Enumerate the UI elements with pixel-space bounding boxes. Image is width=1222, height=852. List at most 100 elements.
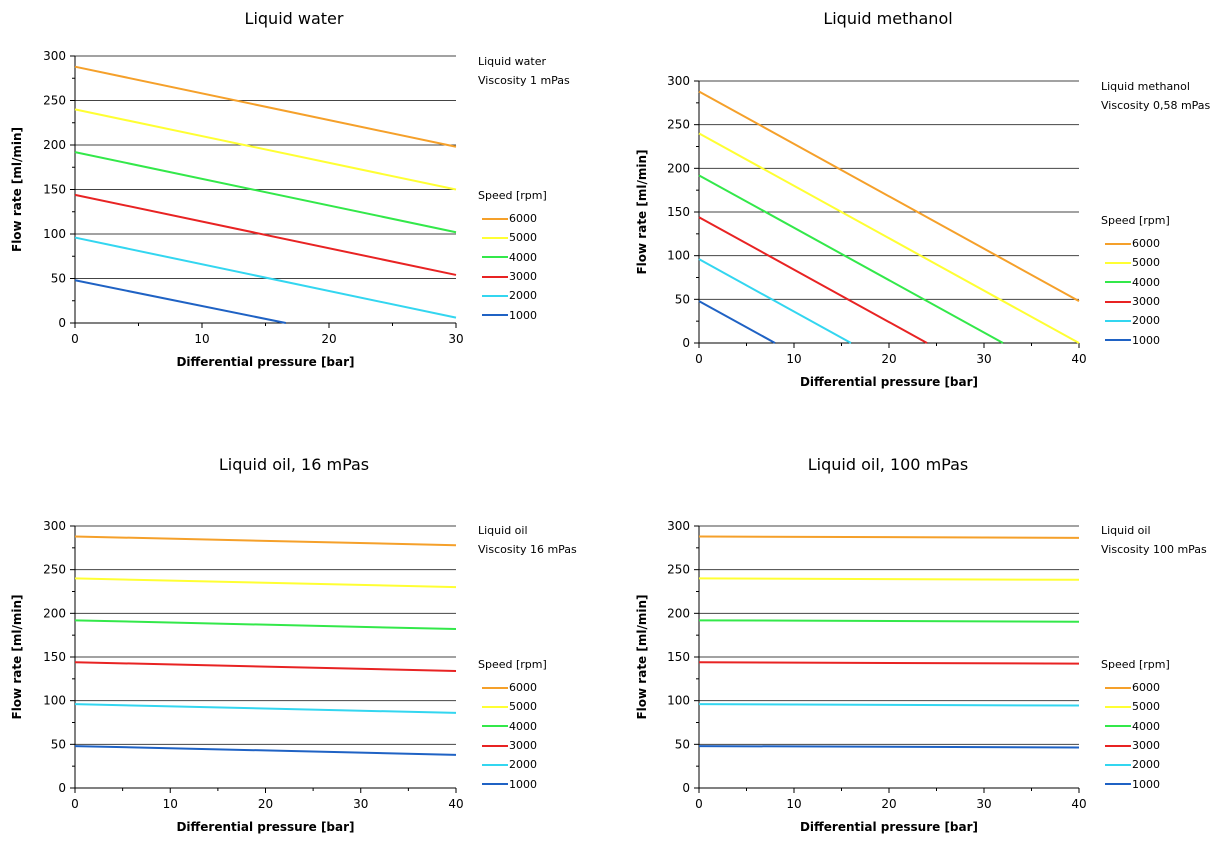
y-axis-label: Flow rate [ml/min] — [10, 127, 24, 252]
x-axis-label: Differential pressure [bar] — [176, 820, 354, 834]
legend-label: 1000 — [1132, 333, 1160, 347]
legend-item-6000: 6000 — [1101, 234, 1170, 253]
y-axis-label: Flow rate [ml/min] — [635, 594, 649, 719]
note-line-liquid: Liquid oil — [1101, 524, 1151, 537]
legend-label: 3000 — [1132, 295, 1160, 309]
y-axis-label: Flow rate [ml/min] — [10, 594, 24, 719]
chart-title: Liquid water — [244, 9, 344, 28]
legend-items: 6000 5000 4000 3000 2000 1000 — [478, 678, 547, 794]
legend-item-2000: 2000 — [1101, 755, 1170, 774]
y-tick-label: 100 — [43, 694, 66, 708]
legend-label: 2000 — [509, 758, 537, 772]
series-line-6000 — [698, 90, 1080, 302]
legend-swatch — [482, 686, 508, 689]
x-tick-label: 10 — [786, 797, 801, 811]
y-tick-label: 0 — [58, 316, 66, 330]
legend-swatch — [482, 275, 508, 278]
y-tick-label: 50 — [51, 737, 66, 751]
y-tick-label: 200 — [43, 138, 66, 152]
series-line-3000 — [698, 216, 928, 344]
legend-label: 1000 — [509, 777, 537, 791]
y-tick-label: 150 — [667, 650, 690, 664]
legend-items: 6000 5000 4000 3000 2000 1000 — [478, 209, 547, 325]
chart-liquid-oil-16: Liquid oil, 16 mPas Liquid oil Viscosity… — [10, 455, 577, 834]
legend-item-3000: 3000 — [1101, 292, 1170, 311]
y-tick-label: 250 — [667, 563, 690, 577]
series-line-2000 — [698, 258, 852, 344]
series-line-4000 — [698, 619, 1080, 623]
y-tick-label: 150 — [667, 205, 690, 219]
legend-swatch — [482, 294, 508, 297]
note-line-viscosity: Viscosity 100 mPas — [1101, 543, 1207, 556]
legend: Speed [rpm] 6000 5000 4000 3000 2000 1000 — [1101, 658, 1170, 794]
legend-label: 4000 — [1132, 719, 1160, 733]
legend-swatch — [1105, 763, 1131, 766]
legend-item-2000: 2000 — [478, 755, 547, 774]
legend-label: 5000 — [509, 700, 537, 714]
legend: Speed [rpm] 6000 5000 4000 3000 2000 1000 — [478, 189, 547, 325]
y-tick-label: 300 — [667, 519, 690, 533]
legend-swatch — [1105, 725, 1131, 728]
y-tick-label: 200 — [667, 161, 690, 175]
x-tick-label: 30 — [353, 797, 368, 811]
legend-item-1000: 1000 — [478, 305, 547, 324]
legend-swatch — [482, 763, 508, 766]
legend-item-4000: 4000 — [1101, 717, 1170, 736]
legend-label: 2000 — [509, 289, 537, 303]
legend-swatch — [1105, 744, 1131, 747]
legend-swatch — [482, 314, 508, 317]
note-line-liquid: Liquid oil — [478, 524, 528, 537]
series-line-1000 — [698, 300, 776, 344]
legend-swatch — [482, 236, 508, 239]
legend-title: Speed [rpm] — [478, 189, 547, 202]
x-tick-label: 0 — [695, 352, 703, 366]
x-tick-label: 10 — [163, 797, 178, 811]
chart-liquid-methanol: Liquid methanol Liquid methanol Viscosit… — [635, 9, 1210, 389]
y-tick-label: 100 — [667, 249, 690, 263]
x-tick-label: 40 — [1071, 352, 1086, 366]
legend-label: 3000 — [1132, 739, 1160, 753]
chart-note: Liquid methanol Viscosity 0,58 mPas — [1101, 80, 1210, 113]
legend-swatch — [1105, 783, 1131, 786]
legend-swatch — [482, 725, 508, 728]
x-tick-label: 20 — [321, 332, 336, 346]
legend-item-6000: 6000 — [478, 209, 547, 228]
series-line-3000 — [74, 193, 457, 276]
legend-item-4000: 4000 — [478, 248, 547, 267]
y-tick-label: 250 — [43, 94, 66, 108]
x-tick-label: 30 — [976, 797, 991, 811]
y-axis-label: Flow rate [ml/min] — [635, 149, 649, 274]
legend-item-3000: 3000 — [478, 267, 547, 286]
legend-item-5000: 5000 — [478, 697, 547, 716]
y-tick-label: 300 — [43, 519, 66, 533]
chart-title: Liquid oil, 16 mPas — [218, 455, 370, 474]
legend-item-5000: 5000 — [478, 228, 547, 247]
legend: Speed [rpm] 6000 5000 4000 3000 2000 1000 — [1101, 214, 1170, 350]
legend-label: 5000 — [1132, 700, 1160, 714]
series-line-5000 — [74, 108, 457, 191]
legend-label: 6000 — [509, 212, 537, 226]
x-tick-label: 0 — [71, 332, 79, 346]
legend-item-2000: 2000 — [478, 286, 547, 305]
x-tick-label: 40 — [1071, 797, 1086, 811]
x-tick-label: 20 — [258, 797, 273, 811]
legend-label: 4000 — [509, 250, 537, 264]
y-tick-label: 100 — [43, 227, 66, 241]
chart-note: Liquid oil Viscosity 100 mPas — [1101, 524, 1207, 557]
legend-swatch — [482, 744, 508, 747]
legend-label: 2000 — [1132, 314, 1160, 328]
chart-svg: 0 50 100 150 200 250 300 0 10 20 30 40 Differential … — [10, 519, 464, 834]
legend-swatch — [1105, 686, 1131, 689]
y-tick-label: 50 — [675, 292, 690, 306]
legend-swatch — [1105, 319, 1131, 322]
y-tick-label: 150 — [43, 183, 66, 197]
series-line-1000 — [74, 745, 457, 756]
legend-label: 1000 — [1132, 777, 1160, 791]
series-line-6000 — [74, 65, 457, 148]
x-tick-label: 0 — [695, 797, 703, 811]
note-line-liquid: Liquid water — [478, 55, 547, 68]
x-tick-label: 20 — [881, 352, 896, 366]
x-tick-label: 20 — [881, 797, 896, 811]
